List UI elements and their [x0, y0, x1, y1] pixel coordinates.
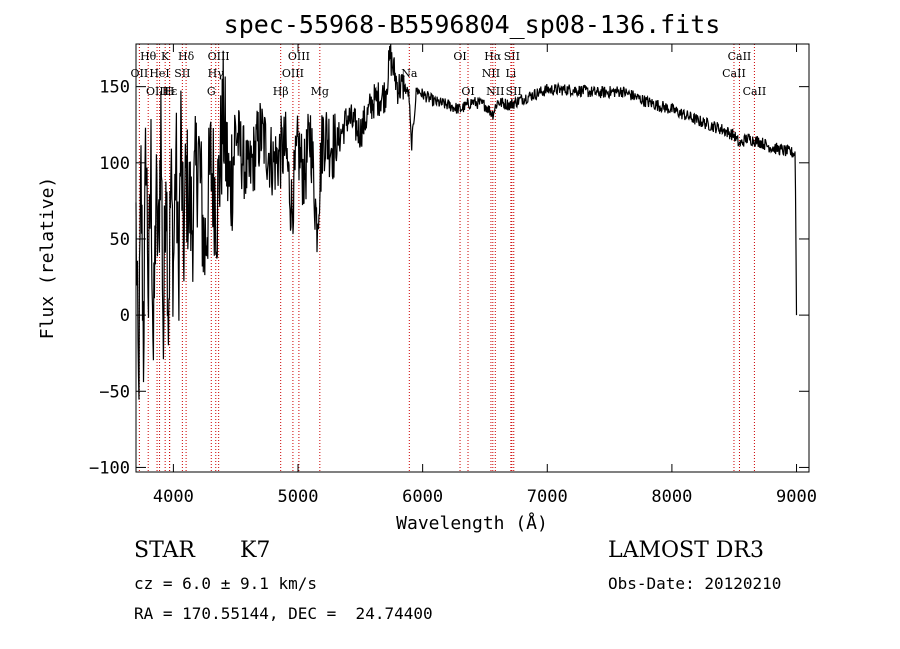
- marker-label: Li: [505, 67, 516, 80]
- marker-label: OIII: [288, 50, 310, 63]
- survey-name: LAMOST DR3: [608, 538, 764, 563]
- x-tick-label: 7000: [527, 487, 568, 507]
- y-tick-label: 100: [99, 154, 130, 174]
- object-class: STAR: [134, 538, 195, 563]
- marker-label: Hα: [484, 50, 502, 63]
- x-tick-label: 4000: [153, 487, 194, 507]
- chart-title: spec-55968-B5596804_sp08-136.fits: [224, 10, 721, 39]
- marker-label: Hβ: [273, 85, 289, 98]
- plot-frame: [135, 43, 810, 473]
- x-axis-label: Wavelength (Å): [396, 512, 548, 534]
- x-tick-label: 5000: [278, 487, 319, 507]
- y-tick-label: −100: [89, 458, 130, 478]
- x-tick-label: 8000: [651, 487, 692, 507]
- marker-label: NII: [482, 67, 500, 80]
- marker-label: SII: [504, 50, 520, 63]
- marker-label: OI: [453, 50, 466, 63]
- y-tick-label: −50: [99, 382, 130, 402]
- marker-label: SII: [506, 85, 522, 98]
- marker-label: CaII: [743, 85, 767, 98]
- marker-label: OII: [131, 67, 149, 80]
- marker-label: H: [165, 85, 175, 98]
- marker-label: CaII: [722, 67, 746, 80]
- marker-label: Hθ: [140, 50, 157, 63]
- spectrum-series: [135, 44, 798, 400]
- y-tick-label: 150: [99, 78, 130, 98]
- marker-label: OI: [461, 85, 474, 98]
- marker-label: Mg: [311, 85, 329, 98]
- object-subclass: K7: [240, 538, 271, 563]
- y-tick-label: 50: [110, 230, 130, 250]
- marker-label: OIII: [208, 50, 230, 63]
- marker-label: Hδ: [178, 50, 195, 63]
- marker-label: CaII: [728, 50, 752, 63]
- marker-label: K: [161, 50, 170, 63]
- marker-label: HeI: [149, 67, 169, 80]
- marker-label: OIII: [146, 85, 168, 98]
- x-tick-label: 9000: [776, 487, 817, 507]
- marker-label: OIII: [282, 67, 304, 80]
- marker-label: Hε: [162, 85, 178, 98]
- marker-label: Hγ: [208, 67, 225, 80]
- x-tick-label: 6000: [402, 487, 443, 507]
- spectrum-line: [135, 44, 798, 400]
- marker-label: G: [207, 85, 216, 98]
- observation-date: Obs-Date: 20120210: [608, 574, 782, 593]
- redshift-text: cz = 6.0 ± 9.1 km/s: [134, 574, 318, 593]
- coordinates-text: RA = 170.55144, DEC = 24.74400: [134, 604, 433, 623]
- marker-label: NII: [486, 85, 504, 98]
- marker-label: SII: [174, 67, 190, 80]
- axis-ticks: 4000 5000 6000 7000 8000 9000 −100 −50 0 50 100 150: [89, 44, 817, 507]
- y-tick-label: 0: [120, 306, 130, 326]
- marker-label: Na: [401, 67, 418, 80]
- y-axis-label: Flux (relative): [37, 177, 58, 340]
